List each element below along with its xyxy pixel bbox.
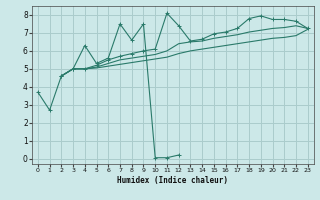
X-axis label: Humidex (Indice chaleur): Humidex (Indice chaleur) (117, 176, 228, 185)
